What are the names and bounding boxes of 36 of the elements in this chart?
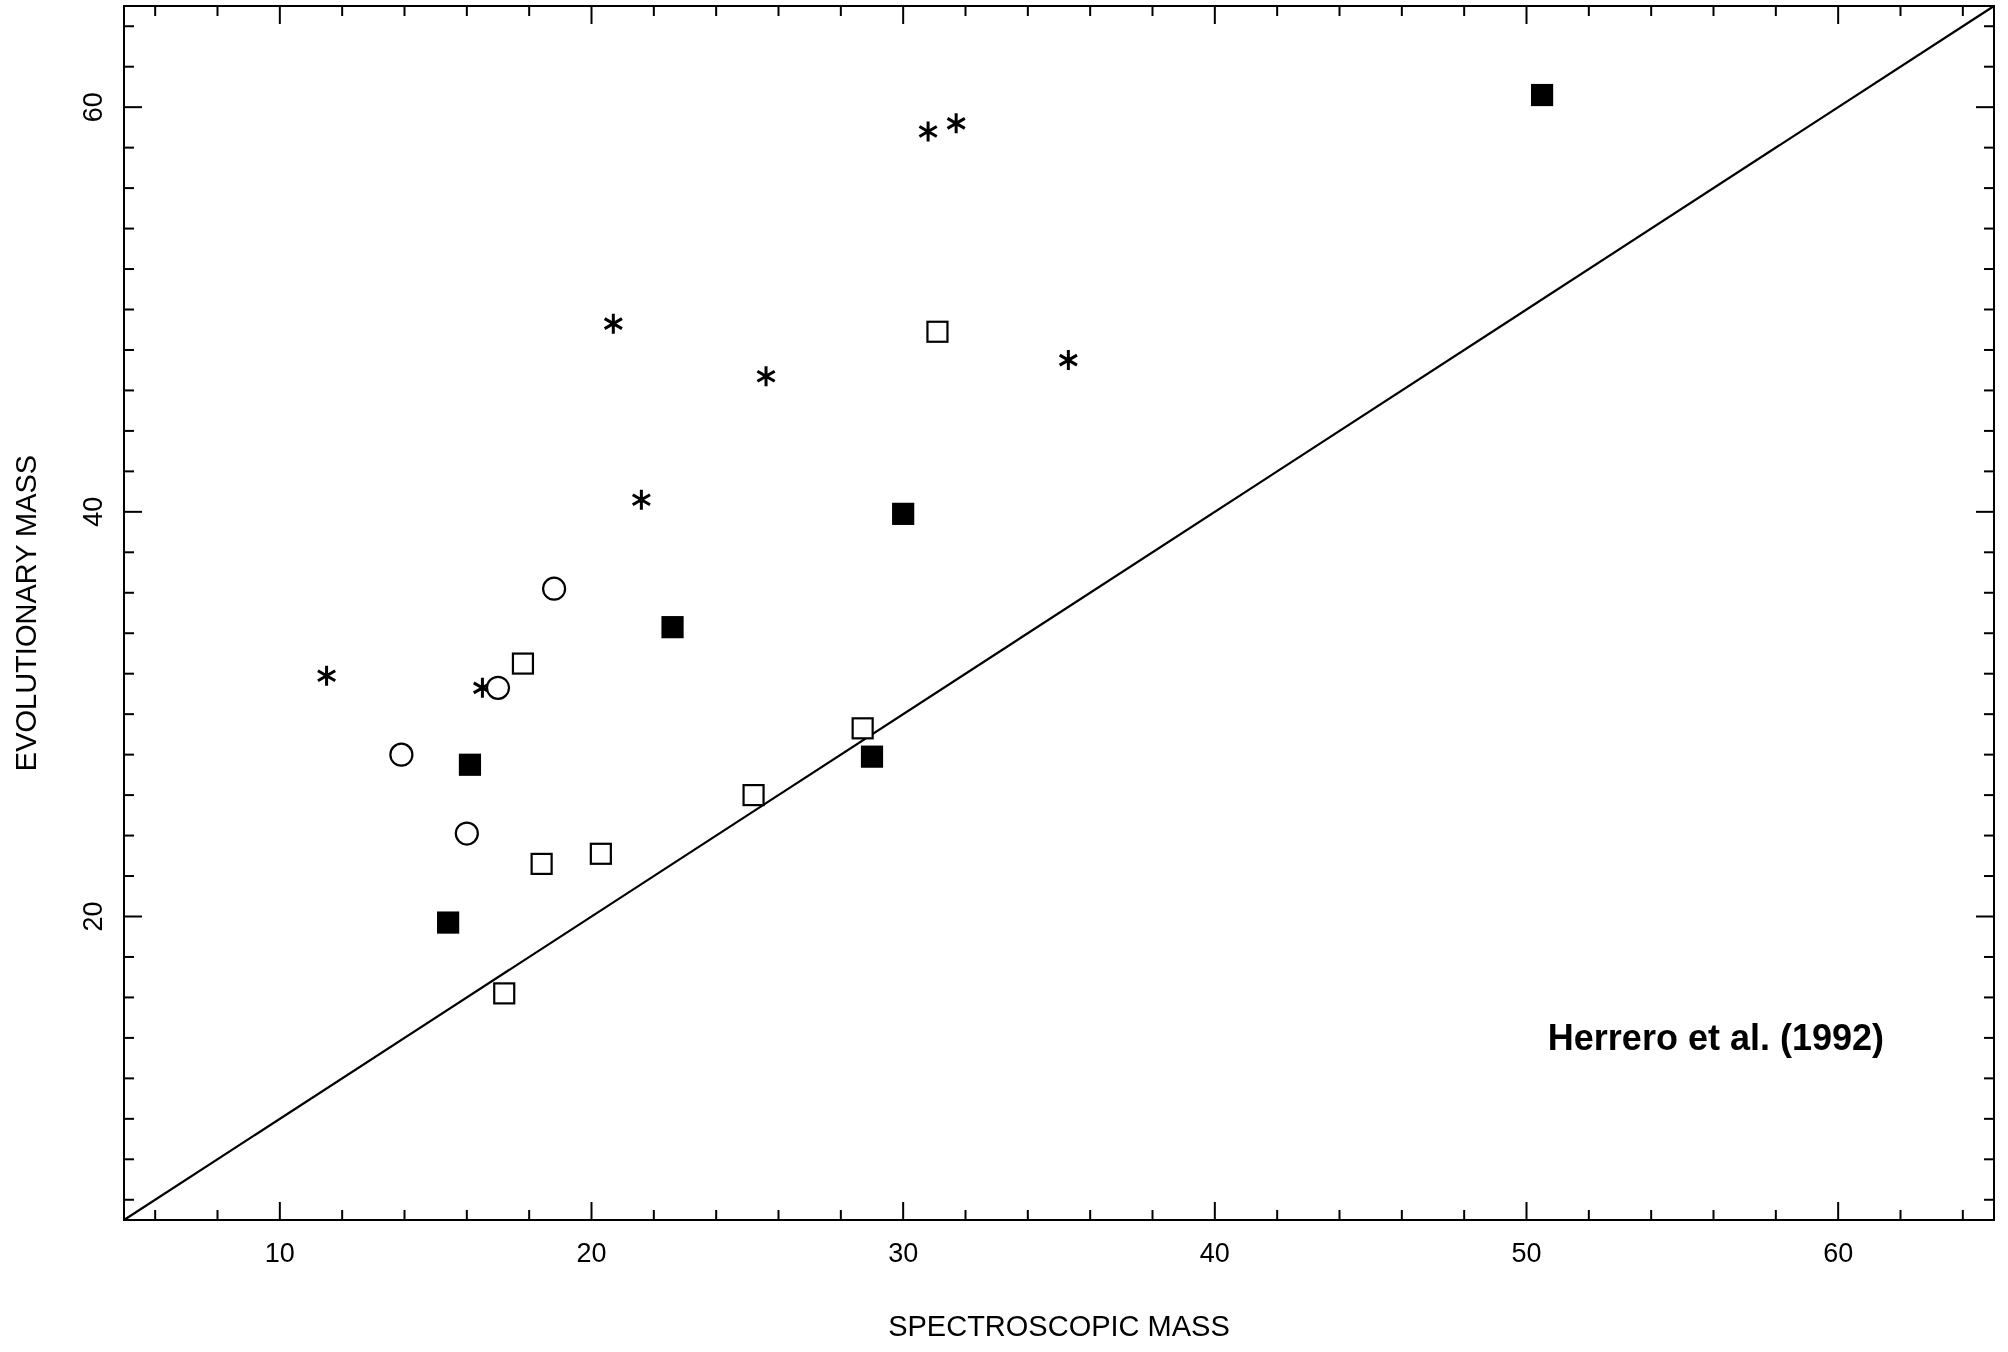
- point: [511, 652, 535, 675]
- point: [1530, 83, 1554, 107]
- y-tick-label: 60: [78, 92, 108, 123]
- point: [945, 111, 967, 135]
- point: [661, 616, 684, 639]
- point: [316, 664, 337, 688]
- point: [917, 119, 939, 143]
- y-axis-title: EVOLUTIONARY MASS: [10, 454, 42, 772]
- x-tick-label: 50: [1511, 1238, 1542, 1268]
- point: [389, 742, 414, 767]
- point: [742, 784, 765, 807]
- x-tick-label: 10: [264, 1238, 295, 1268]
- y-tick-label: 40: [78, 496, 108, 527]
- y-tick-label: 20: [78, 901, 108, 932]
- point: [437, 911, 460, 934]
- x-tick-label: 20: [576, 1238, 607, 1268]
- point: [1058, 348, 1079, 372]
- x-tick-label: 40: [1199, 1238, 1230, 1268]
- point: [860, 745, 884, 768]
- point: [485, 675, 511, 700]
- point: [851, 717, 874, 740]
- x-tick-label: 30: [888, 1238, 919, 1268]
- point: [454, 821, 479, 846]
- point: [458, 753, 482, 776]
- x-tick-label: 60: [1823, 1238, 1854, 1268]
- point: [542, 576, 567, 601]
- point: [755, 364, 777, 388]
- point: [926, 320, 949, 343]
- point: [631, 488, 652, 512]
- annotation: Herrero et al. (1992): [1547, 1017, 1884, 1058]
- point: [530, 852, 553, 875]
- point: [589, 842, 612, 865]
- point: [892, 502, 915, 525]
- x-axis-title: SPECTROSCOPIC MASS: [888, 1310, 1230, 1342]
- point: [603, 312, 624, 336]
- point: [493, 982, 516, 1005]
